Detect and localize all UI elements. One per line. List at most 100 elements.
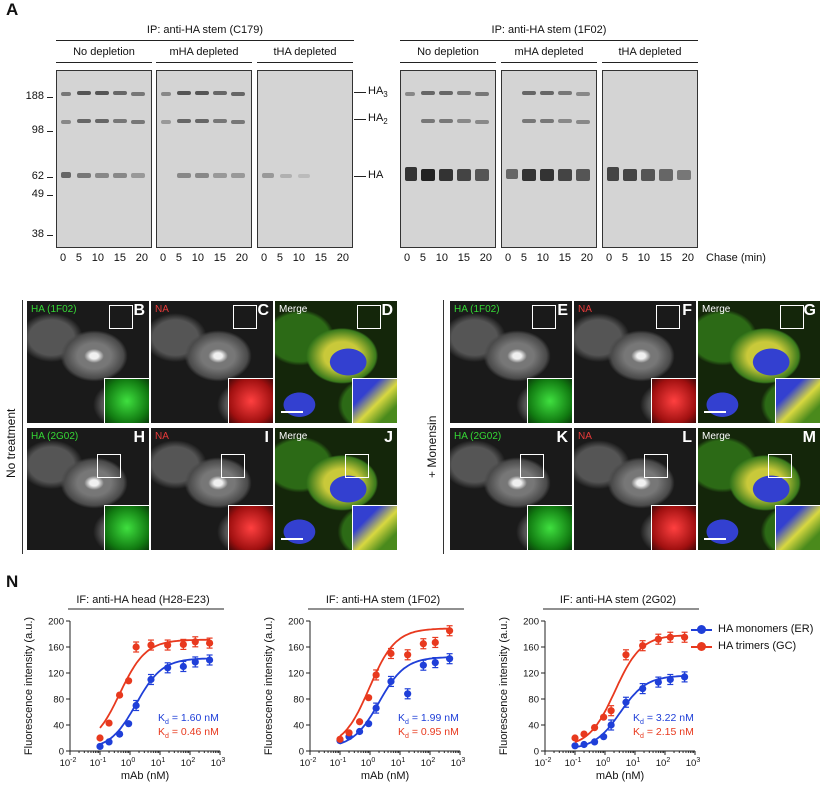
zoom-inset: [775, 378, 820, 423]
panel-letter: I: [264, 429, 269, 446]
x-tick-label: 103: [211, 757, 226, 769]
x-tick-label: 102: [656, 757, 671, 769]
panel-letter: D: [381, 302, 393, 319]
binding-charts: IF: anti-HA head (H28-E23) 0 40 80 120 160 200…: [23, 594, 700, 782]
channel-label: NA: [578, 431, 592, 442]
zoom-inset: [527, 378, 572, 423]
zoom-box: [357, 305, 381, 329]
row-label-no-treatment: No treatment: [4, 408, 18, 478]
y-tick-label: 0: [534, 747, 539, 758]
y-axis-label: Fluorescence intensity (a.u.): [23, 617, 35, 755]
micrograph-j: Merge J: [275, 428, 397, 550]
zoom-box: [656, 305, 680, 329]
panel-letter: C: [257, 302, 269, 319]
y-tick-label: 200: [523, 617, 539, 628]
gel-1f02-tha-depleted: [602, 70, 698, 248]
panel-letter: M: [802, 429, 816, 446]
data-point: [164, 641, 172, 649]
group-title-c179: IP: anti-HA stem (C179): [146, 24, 264, 36]
micrograph-c: NA C: [151, 301, 273, 423]
channel-label: Merge: [702, 431, 731, 442]
kd-annotation: Kd = 0.95 nM: [398, 726, 459, 740]
micrograph-k: HA (2G02) K: [450, 428, 572, 550]
band-label-ha3: HA3: [368, 85, 388, 100]
data-point: [431, 638, 439, 647]
data-point: [431, 659, 439, 667]
legend-marker-monomers: [691, 624, 712, 634]
channel-label: HA (1F02): [31, 304, 77, 315]
zoom-inset: [352, 378, 397, 423]
x-tick-label: 10-2: [535, 757, 552, 769]
kd-annotation: Kd = 0.46 nM: [158, 726, 219, 740]
y-tick-label: 80: [53, 695, 64, 706]
micrograph-i: NA I: [151, 428, 273, 550]
condition-label: mHA depleted: [169, 46, 239, 58]
channel-label: NA: [155, 431, 169, 442]
data-point: [205, 639, 214, 647]
data-point: [105, 719, 113, 727]
data-point: [115, 730, 124, 738]
zoom-inset: [104, 378, 149, 423]
panel-letter: K: [556, 429, 568, 446]
y-tick-label: 0: [59, 747, 64, 758]
zoom-inset: [352, 505, 397, 550]
data-point: [590, 724, 599, 732]
data-point: [336, 735, 344, 743]
y-tick-label: 160: [288, 643, 304, 654]
data-point: [590, 738, 599, 746]
micrograph-g: Merge G: [698, 301, 820, 423]
data-point: [654, 678, 662, 686]
lane-labels: 0 5 10 15 20: [606, 252, 694, 264]
data-point: [147, 675, 155, 684]
x-tick-label: 100: [596, 757, 611, 769]
kd-annotation: Kd = 1.99 nM: [398, 712, 459, 726]
group-title-1f02: IP: anti-HA stem (1F02): [491, 24, 607, 36]
chart-title: IF: anti-HA stem (1F02): [326, 594, 440, 606]
zoom-box: [768, 454, 792, 478]
data-point: [445, 627, 454, 635]
panel-letter: B: [133, 302, 145, 319]
zoom-box: [233, 305, 257, 329]
micrograph-b: HA (1F02) B: [27, 301, 149, 423]
data-point: [205, 656, 214, 664]
mw-marker: 188: [25, 90, 44, 102]
data-point: [132, 643, 140, 651]
lane-labels: 0 5 10 15 20: [404, 252, 492, 264]
zoom-inset: [651, 505, 696, 550]
zoom-inset: [775, 505, 820, 550]
zoom-box: [97, 454, 121, 478]
condition-label: mHA depleted: [514, 46, 584, 58]
mw-marker: 38: [31, 228, 44, 240]
y-tick-label: 0: [299, 747, 304, 758]
zoom-box: [345, 454, 369, 478]
data-point: [622, 651, 630, 659]
zoom-box: [520, 454, 544, 478]
panel-letter: E: [557, 302, 568, 319]
data-point: [666, 633, 674, 641]
zoom-box: [780, 305, 804, 329]
mw-marker: 98: [31, 124, 44, 136]
data-point: [355, 727, 364, 736]
panel-label-n: N: [6, 572, 19, 591]
y-tick-label: 40: [293, 721, 304, 732]
x-tick-label: 101: [151, 757, 166, 769]
scale-bar: [281, 411, 303, 413]
lane-labels: 0 5 10 15 20: [160, 252, 248, 264]
zoom-box: [221, 454, 245, 478]
data-point: [147, 641, 155, 649]
data-point: [571, 734, 579, 742]
x-tick-label: 102: [181, 757, 196, 769]
data-point: [355, 718, 364, 726]
data-point: [164, 664, 172, 672]
zoom-inset: [104, 505, 149, 550]
x-axis-label: mAb (nM): [596, 770, 644, 782]
data-point: [365, 720, 373, 728]
y-tick-label: 160: [523, 643, 539, 654]
lane-labels: 0 5 10 15 20: [60, 252, 148, 264]
x-tick-label: 101: [391, 757, 406, 769]
gel-1f02-mha-depleted: [501, 70, 597, 248]
condition-label: No depletion: [417, 46, 479, 58]
gel-c179-no-depletion: [56, 70, 152, 248]
gel-1f02-no-depletion: [400, 70, 496, 248]
panel-label-a: A: [6, 0, 19, 19]
